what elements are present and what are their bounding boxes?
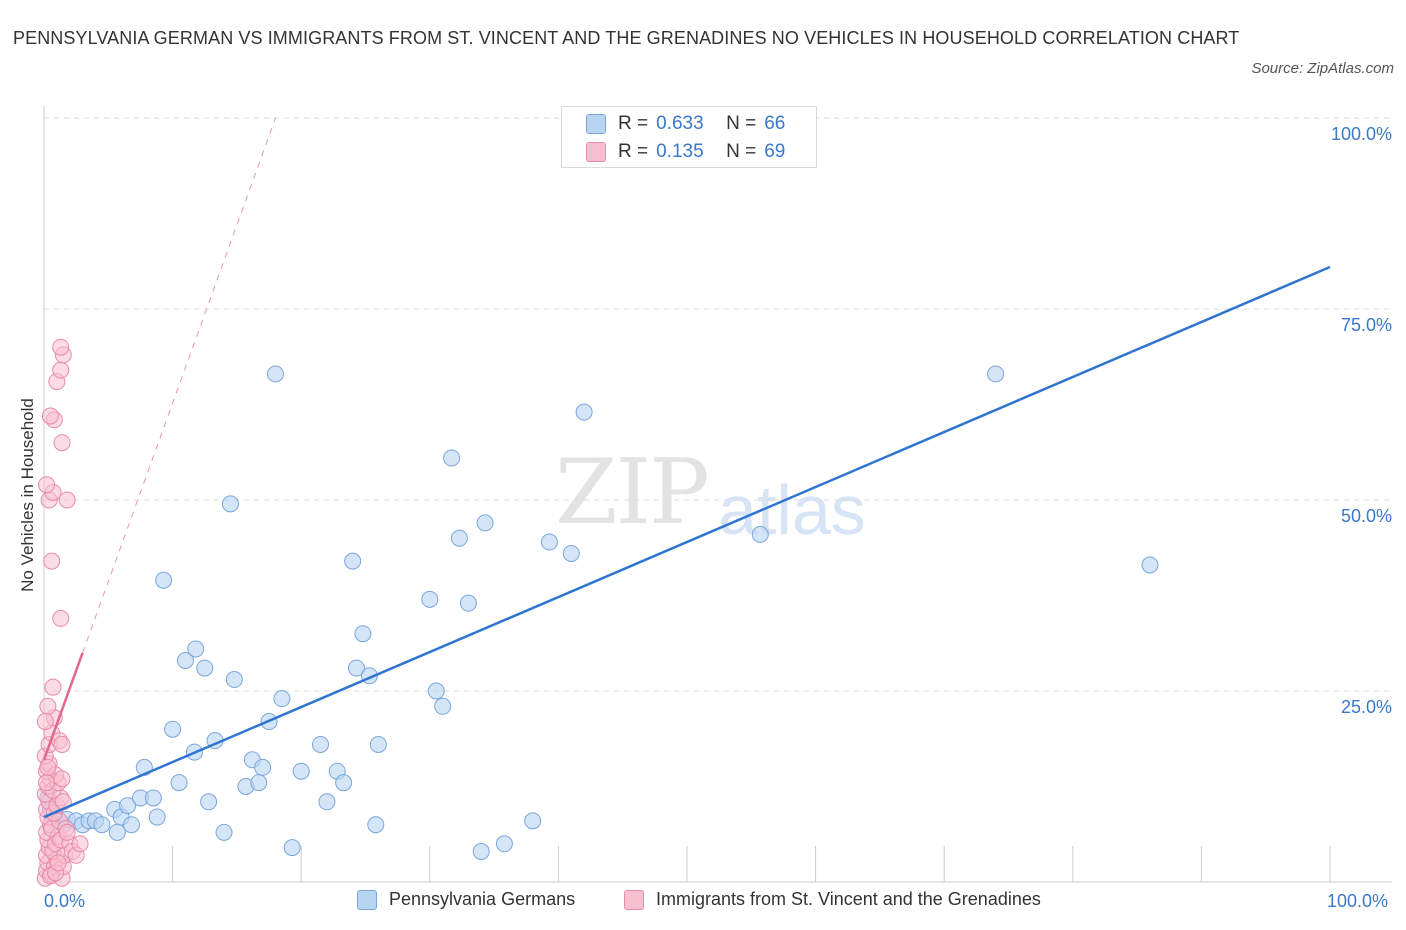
st-vincent-point	[39, 758, 57, 776]
st-vincent-point	[39, 697, 57, 715]
st-vincent-trendline	[42, 652, 84, 761]
pennsylvania-german-point	[176, 651, 194, 669]
legend-label: Pennsylvania Germans	[389, 889, 576, 909]
pennsylvania-german-point	[318, 793, 336, 811]
pennsylvania-german-point	[562, 544, 580, 562]
pennsylvania-german-point	[200, 793, 218, 811]
pennsylvania-german-point	[148, 808, 166, 826]
pink-swatch	[586, 142, 606, 162]
n-value: 69	[764, 141, 786, 162]
x-tick-max: 100.0%	[1327, 891, 1389, 911]
pennsylvania-german-point	[335, 774, 353, 792]
pennsylvania-german-point	[292, 762, 310, 780]
pennsylvania-german-point	[254, 758, 272, 776]
blue-swatch	[357, 889, 377, 910]
st-vincent-point	[44, 678, 62, 696]
pennsylvania-german-point	[354, 625, 372, 643]
legend-item-pennsylvania-germans: Pennsylvania Germans	[357, 889, 575, 910]
y-tick-label: 100.0%	[1331, 124, 1392, 144]
st-vincent-trendline-extension	[82, 117, 276, 653]
legend-row-blue: R = 0.633 N = 66	[586, 112, 785, 136]
pennsylvania-german-point	[347, 659, 365, 677]
watermark-zip: ZIP	[555, 440, 710, 545]
pennsylvania-german-point	[273, 690, 291, 708]
n-label: N =	[726, 113, 757, 134]
pennsylvania-german-point	[187, 640, 205, 658]
y-tick-label: 50.0%	[1341, 506, 1392, 526]
pennsylvania-german-point	[450, 529, 468, 547]
pennsylvania-german-point	[93, 816, 111, 834]
pennsylvania-german-point	[751, 525, 769, 543]
pink-swatch	[624, 889, 644, 910]
pennsylvania-german-point	[122, 816, 140, 834]
st-vincent-point	[49, 854, 67, 872]
pennsylvania-german-point	[283, 839, 301, 857]
st-vincent-point	[52, 609, 70, 627]
x-tick-min: 0.0%	[44, 891, 86, 911]
pennsylvania-german-point	[472, 842, 490, 860]
pennsylvania-german-point	[155, 571, 173, 589]
pennsylvania-german-point	[1141, 556, 1159, 574]
st-vincent-point	[52, 338, 70, 356]
st-vincent-point	[53, 735, 71, 753]
pennsylvania-german-point	[144, 789, 162, 807]
pennsylvania-german-point	[540, 533, 558, 551]
pennsylvania-german-point	[196, 659, 214, 677]
legend-label: Immigrants from St. Vincent and the Gren…	[656, 889, 1041, 909]
r-label: R =	[618, 141, 649, 162]
watermark-atlas: atlas	[718, 471, 866, 549]
y-tick-label: 25.0%	[1341, 697, 1392, 717]
pennsylvania-german-point	[266, 365, 284, 383]
legend-row-pink: R = 0.135 N = 69	[586, 140, 785, 164]
st-vincent-point	[53, 770, 71, 788]
pennsylvania-german-point	[495, 835, 513, 853]
pennsylvania-german-point	[119, 797, 137, 815]
st-vincent-point	[38, 476, 56, 494]
chart-title: PENNSYLVANIA GERMAN VS IMMIGRANTS FROM S…	[13, 28, 1240, 48]
pennsylvania-german-point	[575, 403, 593, 421]
st-vincent-point	[58, 823, 76, 841]
r-label: R =	[618, 113, 649, 134]
pennsylvania-german-point	[476, 514, 494, 532]
pennsylvania-german-point	[225, 671, 243, 689]
st-vincent-point	[53, 434, 71, 452]
pennsylvania-german-point	[215, 823, 233, 841]
source-label: Source: ZipAtlas.com	[1251, 60, 1394, 77]
pennsylvania-german-point	[443, 449, 461, 467]
pennsylvania-german-point	[421, 590, 439, 608]
pennsylvania-german-point	[987, 365, 1005, 383]
pennsylvania-german-point	[524, 812, 542, 830]
st-vincent-point	[41, 407, 59, 425]
pennsylvania-german-point	[367, 816, 385, 834]
pennsylvania-german-point	[427, 682, 445, 700]
st-vincent-point	[58, 491, 76, 509]
pennsylvania-german-point	[250, 774, 268, 792]
pennsylvania-german-point	[311, 735, 329, 753]
pennsylvania-german-trendline	[43, 265, 1331, 819]
blue-swatch	[586, 114, 606, 134]
n-label: N =	[726, 141, 757, 162]
y-tick-label: 75.0%	[1341, 315, 1392, 335]
correlation-legend: R = 0.633 N = 66 R = 0.135 N = 69	[561, 106, 817, 168]
pennsylvania-german-point	[164, 720, 182, 738]
pennsylvania-german-point	[344, 552, 362, 570]
pennsylvania-german-point	[434, 697, 452, 715]
r-value: 0.633	[656, 113, 704, 134]
st-vincent-point	[38, 774, 56, 792]
st-vincent-point	[71, 835, 89, 853]
st-vincent-point	[36, 713, 54, 731]
pennsylvania-german-point	[459, 594, 477, 612]
pennsylvania-german-point	[221, 495, 239, 513]
pennsylvania-german-point	[170, 774, 188, 792]
st-vincent-point	[52, 361, 70, 379]
pennsylvania-german-point	[369, 735, 387, 753]
n-value: 66	[764, 113, 786, 134]
r-value: 0.135	[656, 141, 704, 162]
pennsylvania-german-point	[108, 823, 126, 841]
legend-item-st-vincent: Immigrants from St. Vincent and the Gren…	[624, 889, 1041, 910]
st-vincent-point	[43, 552, 61, 570]
